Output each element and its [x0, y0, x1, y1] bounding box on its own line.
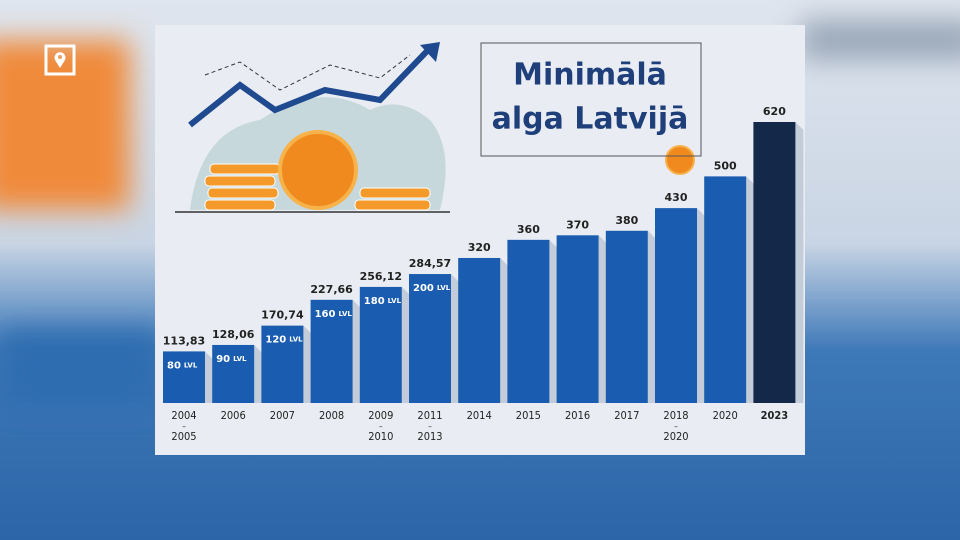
x-tick-label: 2008	[319, 409, 344, 422]
value-label: 620	[763, 105, 786, 118]
value-label: 360	[517, 223, 540, 236]
x-tick-part: 2011	[417, 409, 442, 422]
lvl-label: 160 LVL	[315, 309, 353, 320]
bar	[261, 325, 304, 403]
x-tick-label: 2023	[761, 409, 789, 422]
bar-shadow	[254, 344, 263, 403]
lvl-value: 120	[265, 335, 286, 346]
lvl-unit: LVL	[388, 297, 402, 305]
x-tick-part: 2004	[171, 409, 196, 422]
value-label: 128,06	[212, 328, 255, 341]
value-label: 380	[615, 214, 638, 227]
lvl-value: 80	[167, 360, 181, 371]
lvl-label: 180 LVL	[364, 296, 402, 307]
x-tick-label: 2014	[467, 409, 492, 422]
value-label: 284,57	[409, 257, 451, 270]
bar	[212, 344, 255, 403]
x-tick-label: 2006	[221, 409, 246, 422]
value-label: 256,12	[360, 270, 402, 283]
x-tick-label: 2017	[614, 409, 639, 422]
bar	[409, 274, 451, 403]
bar-shadow	[500, 257, 509, 403]
bar-shadow	[697, 208, 705, 403]
bar-shadow	[647, 230, 656, 403]
x-tick-dash: –	[428, 422, 432, 431]
value-label: 113,83	[163, 334, 205, 347]
lvl-unit: LVL	[233, 355, 247, 363]
x-tick-label: 2015	[516, 409, 541, 422]
value-label: 227,66	[310, 283, 353, 296]
bar-shadow	[549, 239, 558, 403]
x-tick-label: 2018–2020	[663, 409, 688, 443]
bar-shadow	[795, 122, 804, 403]
value-label: 170,74	[261, 309, 304, 322]
title-box	[480, 42, 702, 157]
value-label: 320	[468, 241, 491, 254]
x-tick-part: 2010	[368, 430, 393, 443]
illustration	[175, 42, 695, 213]
lvl-unit: LVL	[289, 336, 303, 344]
lvl-unit: LVL	[338, 310, 352, 318]
logo	[44, 44, 76, 76]
x-tick-label: 2020	[713, 409, 738, 422]
lvl-label: 80 LVL	[167, 360, 198, 371]
lvl-value: 90	[216, 354, 230, 365]
x-tick-part: 2005	[171, 430, 196, 443]
bar-shadow	[205, 351, 213, 403]
x-tick-label: 2016	[565, 409, 590, 422]
bar	[556, 235, 599, 403]
bar-shadow	[598, 235, 607, 403]
bar	[359, 286, 402, 403]
title-line: alga Latvijā	[492, 102, 689, 137]
bar	[704, 176, 747, 403]
x-tick-label: 2004–2005	[171, 409, 196, 443]
x-tick-label: 2011–2013	[417, 409, 442, 443]
x-tick-part: 2009	[368, 409, 393, 422]
x-tick-part: 2018	[663, 409, 688, 422]
lvl-value: 200	[413, 283, 434, 294]
x-tick-dash: –	[182, 422, 186, 431]
lvl-label: 90 LVL	[216, 354, 247, 365]
bar	[310, 299, 353, 403]
x-tick-dash: –	[674, 422, 678, 431]
title-line: Minimālā	[513, 58, 667, 93]
x-tick-dash: –	[379, 422, 383, 431]
x-tick-label: 2007	[270, 409, 295, 422]
x-tick-label: 2009–2010	[368, 409, 393, 443]
bar-shadow	[746, 176, 755, 403]
value-label: 430	[665, 191, 688, 204]
value-label: 500	[714, 159, 737, 172]
bar	[605, 230, 648, 403]
background-blur	[0, 20, 960, 410]
lvl-label: 120 LVL	[265, 335, 303, 346]
lvl-value: 180	[364, 296, 385, 307]
bar	[163, 351, 205, 403]
bar-shadow	[451, 274, 459, 403]
lvl-label: 200 LVL	[413, 283, 451, 294]
bar-shadow	[303, 325, 312, 403]
bar-shadow	[401, 286, 410, 403]
bar	[753, 122, 796, 403]
lvl-value: 160	[315, 309, 336, 320]
bar	[458, 257, 501, 403]
bar	[507, 239, 550, 403]
x-tick-part: 2020	[663, 430, 688, 443]
lvl-unit: LVL	[437, 284, 451, 292]
lvl-unit: LVL	[184, 361, 198, 369]
bar-shadow	[352, 299, 361, 403]
bar	[655, 208, 697, 403]
value-label: 370	[566, 218, 589, 231]
x-tick-part: 2013	[417, 430, 442, 443]
